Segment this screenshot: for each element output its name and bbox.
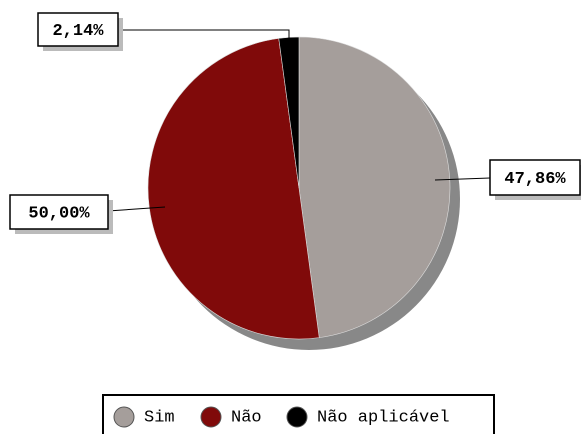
label-box <box>9 194 109 230</box>
data-label: 2,14% <box>52 22 104 41</box>
legend-label: Não aplicável <box>317 408 450 427</box>
pie-slice <box>298 36 451 338</box>
data-labels: 47,86% 50,00% 2,14% <box>9 12 581 234</box>
label-box <box>37 12 119 47</box>
legend-swatch <box>200 406 222 428</box>
pie <box>147 36 460 350</box>
label-box <box>489 159 581 196</box>
legend-swatch <box>113 406 135 428</box>
data-label: 50,00% <box>28 204 90 223</box>
legend-swatch <box>286 406 308 428</box>
leader-line <box>118 29 290 40</box>
legend-label: Não <box>231 408 262 427</box>
legend-label: Sim <box>144 408 175 427</box>
legend: Sim Não Não aplicável <box>102 394 495 434</box>
leader-line <box>434 177 491 181</box>
leader-line <box>107 206 166 212</box>
data-label: 47,86% <box>504 170 566 189</box>
